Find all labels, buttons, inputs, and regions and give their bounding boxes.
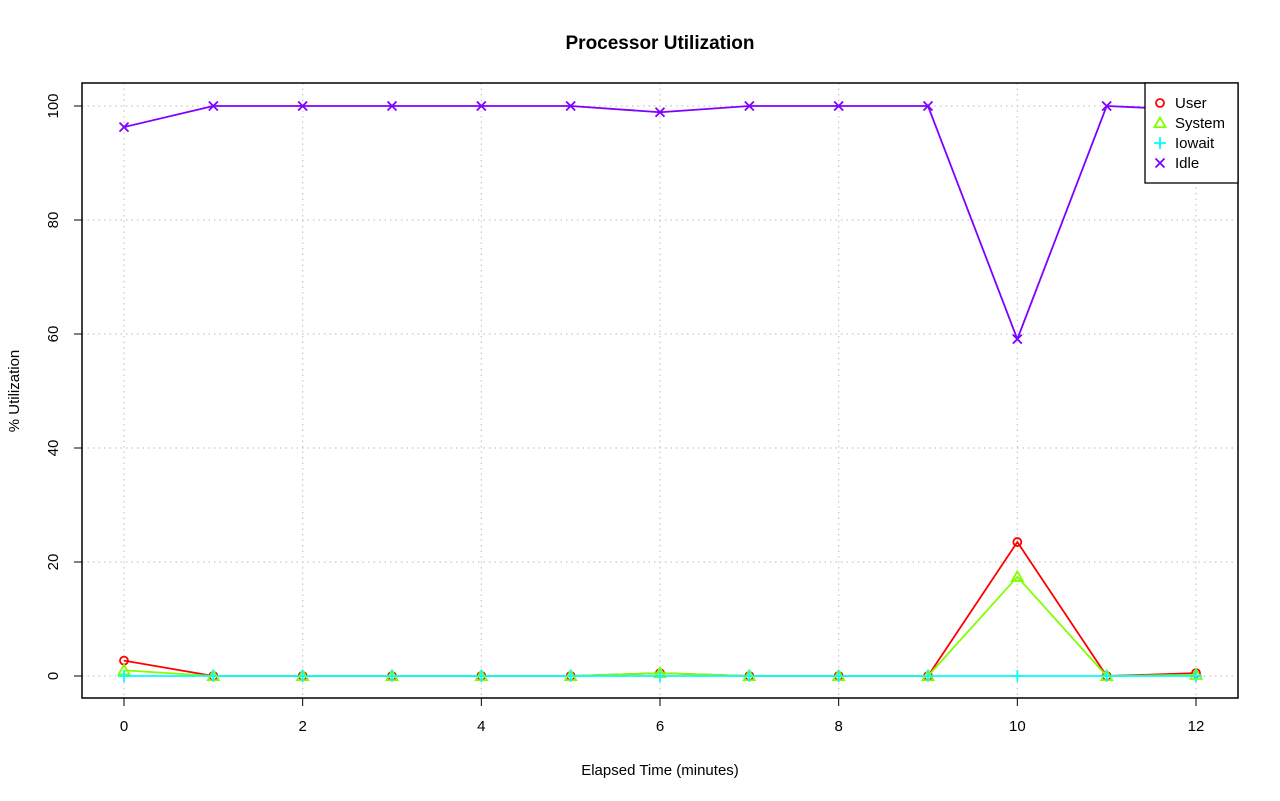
idle-point	[386, 100, 398, 112]
idle-point	[208, 100, 219, 112]
iowait-point	[564, 670, 577, 682]
y-axis: 0 20 40 60 80 100	[45, 93, 83, 680]
series-idle	[118, 100, 1202, 345]
series-system	[116, 569, 1204, 682]
y-tick-label: 60	[45, 326, 62, 343]
legend-system-label: System	[1175, 115, 1225, 132]
legend-box	[1144, 82, 1239, 184]
legend-idle-marker	[1154, 157, 1166, 169]
idle-point	[654, 107, 666, 118]
y-tick-label: 80	[45, 212, 62, 229]
iowait-point	[207, 670, 220, 682]
x-tick-label: 2	[298, 718, 306, 735]
idle-point	[118, 121, 130, 133]
iowait-point	[1190, 670, 1202, 682]
iowait-point	[118, 670, 130, 682]
idle-point	[297, 100, 308, 112]
legend-system-marker	[1152, 115, 1168, 129]
x-tick-label: 6	[656, 718, 664, 735]
system-point	[1010, 569, 1025, 582]
x-tick-label: 8	[834, 718, 842, 735]
legend-idle-label: Idle	[1175, 155, 1199, 172]
y-tick-label: 40	[45, 440, 62, 457]
iowait-point	[922, 670, 934, 682]
iowait-point	[1100, 670, 1113, 682]
legend-user-marker	[1155, 98, 1165, 108]
iowait-point	[386, 670, 398, 682]
iowait-point	[296, 670, 309, 682]
x-axis: 0 2 4 6 8 10 12	[120, 697, 1205, 735]
legend-user-label: User	[1175, 95, 1207, 112]
series-iowait	[118, 670, 1202, 682]
iowait-point	[1011, 670, 1024, 682]
user-point	[1012, 537, 1023, 547]
idle-point	[1012, 333, 1023, 345]
iowait-point	[654, 670, 666, 682]
idle-point	[565, 100, 576, 112]
idle-point	[476, 100, 487, 112]
x-tick-label: 0	[120, 718, 128, 735]
legend-iowait-label: Iowait	[1175, 135, 1215, 152]
y-tick-label: 100	[45, 93, 62, 118]
x-axis-label: Elapsed Time (minutes)	[581, 762, 739, 779]
legend-iowait-marker	[1154, 137, 1166, 149]
iowait-point	[832, 670, 845, 682]
series-user	[119, 537, 1201, 681]
iowait-point	[743, 670, 756, 682]
legend: User System Iowait Idle	[1144, 82, 1239, 184]
x-tick-label: 12	[1188, 718, 1205, 735]
idle-point	[833, 100, 844, 112]
idle-point	[1101, 100, 1112, 112]
x-tick-label: 10	[1009, 718, 1026, 735]
chart-title: Processor Utilization	[566, 33, 755, 54]
idle-point	[922, 100, 934, 112]
y-tick-label: 0	[45, 672, 62, 680]
idle-point	[744, 100, 755, 112]
grid-lines	[82, 83, 1238, 698]
y-axis-label: % Utilization	[6, 350, 23, 433]
y-tick-label: 20	[45, 554, 62, 571]
x-tick-label: 4	[477, 718, 485, 735]
iowait-point	[475, 670, 488, 682]
data-series	[116, 100, 1204, 682]
